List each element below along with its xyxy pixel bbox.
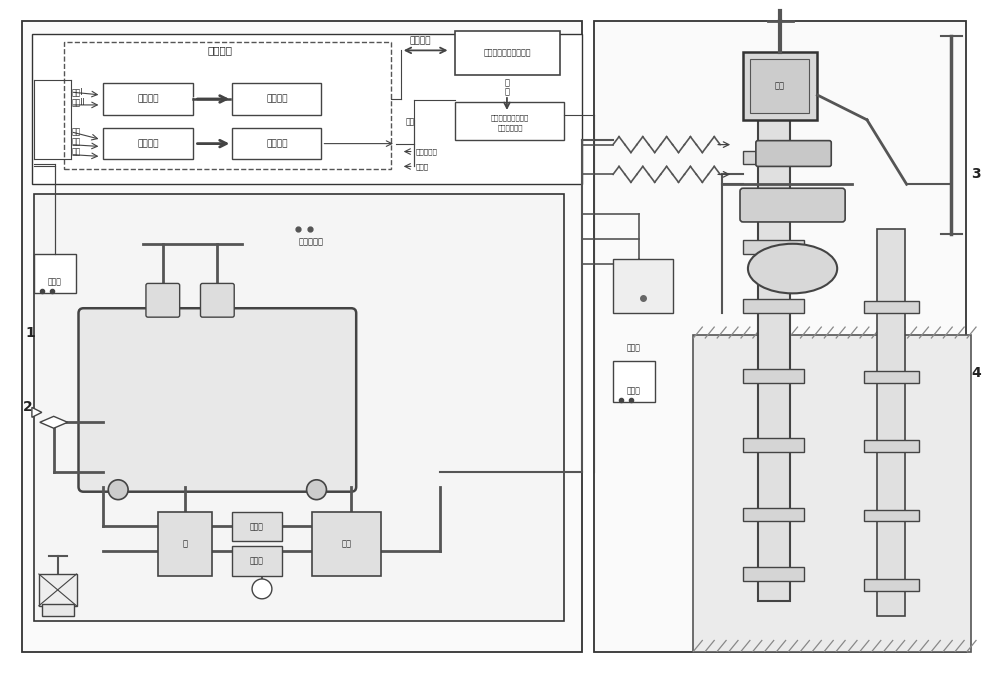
Polygon shape <box>32 407 42 417</box>
Text: 电机: 电机 <box>775 81 785 91</box>
Bar <box>743 567 804 581</box>
Bar <box>864 302 919 313</box>
Bar <box>743 240 804 254</box>
Bar <box>743 52 817 120</box>
Text: 集线盒: 集线盒 <box>627 343 641 353</box>
Text: 控制器及数据处理系统: 控制器及数据处理系统 <box>483 49 531 58</box>
Bar <box>34 254 76 293</box>
Bar <box>613 361 655 402</box>
Circle shape <box>307 480 326 499</box>
Text: 信号II: 信号II <box>72 98 85 106</box>
Text: 冲击装置、冲击幅射: 冲击装置、冲击幅射 <box>491 114 529 121</box>
Bar <box>64 42 391 170</box>
Text: 阀组: 阀组 <box>341 540 351 548</box>
Bar <box>750 59 809 113</box>
Text: 测控主机: 测控主机 <box>208 45 233 55</box>
Text: 氮气量、粗速: 氮气量、粗速 <box>497 125 523 131</box>
Text: 3: 3 <box>971 168 981 181</box>
Text: 输: 输 <box>504 79 509 87</box>
Bar <box>34 194 564 621</box>
Text: 初始: 初始 <box>406 117 415 127</box>
Bar <box>743 190 804 204</box>
Text: 温控: 温控 <box>72 147 81 156</box>
Circle shape <box>252 579 272 599</box>
Bar <box>743 369 804 383</box>
Bar <box>864 371 919 383</box>
Text: 信号I: 信号I <box>72 87 83 96</box>
Bar <box>39 574 77 606</box>
Text: 多路控制器: 多路控制器 <box>299 238 324 246</box>
Bar <box>864 440 919 452</box>
Text: 调理模块: 调理模块 <box>137 139 159 148</box>
Text: 2: 2 <box>23 400 33 415</box>
FancyBboxPatch shape <box>740 188 845 222</box>
Bar <box>864 509 919 522</box>
Bar <box>42 604 74 616</box>
Text: 调节阀: 调节阀 <box>250 522 264 531</box>
Bar <box>93 318 341 482</box>
Bar <box>758 95 790 601</box>
Text: 采集模块: 采集模块 <box>266 139 288 148</box>
Text: 流量: 流量 <box>72 127 81 136</box>
Text: 采集模块: 采集模块 <box>266 94 288 104</box>
Bar <box>594 21 966 652</box>
Bar <box>743 299 804 313</box>
Bar <box>743 438 804 452</box>
Circle shape <box>108 480 128 499</box>
Text: 台: 台 <box>504 87 509 96</box>
Text: 电磁阀: 电磁阀 <box>416 163 429 170</box>
Bar <box>743 507 804 522</box>
Bar <box>158 511 212 576</box>
Bar <box>103 128 193 160</box>
Text: 集线盒: 集线盒 <box>627 386 641 395</box>
FancyBboxPatch shape <box>146 283 180 317</box>
Text: 集线盒: 集线盒 <box>48 277 62 286</box>
Ellipse shape <box>748 244 837 293</box>
Bar <box>743 151 804 164</box>
Bar <box>103 83 193 115</box>
FancyBboxPatch shape <box>756 141 831 166</box>
Text: 1: 1 <box>25 326 35 340</box>
Bar <box>232 546 282 576</box>
Bar <box>232 83 321 115</box>
Bar <box>232 128 321 160</box>
Bar <box>877 229 905 616</box>
Bar <box>693 335 971 652</box>
FancyBboxPatch shape <box>200 283 234 317</box>
Bar <box>864 579 919 591</box>
Bar <box>232 511 282 541</box>
Bar <box>455 102 564 139</box>
Bar <box>22 21 582 652</box>
Polygon shape <box>40 417 68 428</box>
Bar <box>312 511 381 576</box>
Bar <box>32 34 582 184</box>
Text: 调理模块: 调理模块 <box>137 94 159 104</box>
FancyBboxPatch shape <box>79 308 356 492</box>
Text: 电池调节阀: 电池调节阀 <box>416 148 438 155</box>
Text: 泵: 泵 <box>182 540 187 548</box>
Bar <box>613 258 673 313</box>
Text: 4: 4 <box>971 365 981 380</box>
Bar <box>455 30 560 75</box>
Text: 数据交互: 数据交互 <box>410 36 431 45</box>
Text: 流量计: 流量计 <box>250 557 264 565</box>
Text: 压力: 压力 <box>72 137 81 146</box>
